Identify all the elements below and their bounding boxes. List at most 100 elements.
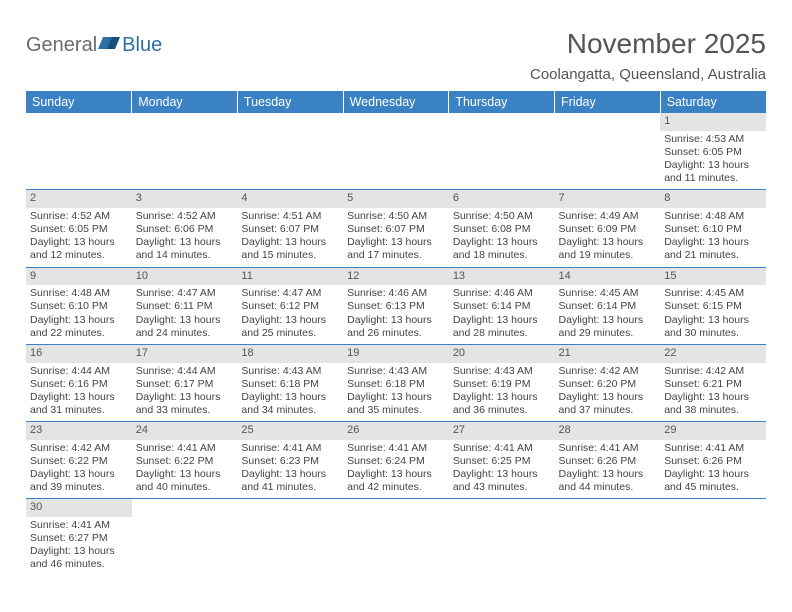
daylight-text-2: and 42 minutes.	[347, 481, 445, 494]
calendar-week: 2Sunrise: 4:52 AMSunset: 6:05 PMDaylight…	[26, 190, 766, 267]
sunset-text: Sunset: 6:14 PM	[559, 300, 657, 313]
calendar-day-cell: 2Sunrise: 4:52 AMSunset: 6:05 PMDaylight…	[26, 190, 132, 267]
calendar-day-cell: 7Sunrise: 4:49 AMSunset: 6:09 PMDaylight…	[555, 190, 661, 267]
daylight-text-2: and 28 minutes.	[453, 327, 551, 340]
day-number: 24	[132, 422, 238, 440]
sunset-text: Sunset: 6:18 PM	[241, 378, 339, 391]
sunset-text: Sunset: 6:12 PM	[241, 300, 339, 313]
daylight-text-2: and 35 minutes.	[347, 404, 445, 417]
daylight-text: Daylight: 13 hours	[453, 314, 551, 327]
daylight-text: Daylight: 13 hours	[559, 391, 657, 404]
sunset-text: Sunset: 6:10 PM	[30, 300, 128, 313]
day-content: Sunrise: 4:45 AMSunset: 6:14 PMDaylight:…	[555, 285, 661, 344]
day-content: Sunrise: 4:48 AMSunset: 6:10 PMDaylight:…	[660, 208, 766, 267]
day-content: Sunrise: 4:42 AMSunset: 6:21 PMDaylight:…	[660, 363, 766, 422]
daylight-text-2: and 19 minutes.	[559, 249, 657, 262]
day-content: Sunrise: 4:46 AMSunset: 6:14 PMDaylight:…	[449, 285, 555, 344]
sunset-text: Sunset: 6:08 PM	[453, 223, 551, 236]
daylight-text: Daylight: 13 hours	[664, 468, 762, 481]
daylight-text: Daylight: 13 hours	[559, 468, 657, 481]
daylight-text: Daylight: 13 hours	[241, 314, 339, 327]
day-number: 12	[343, 268, 449, 286]
daylight-text: Daylight: 13 hours	[241, 468, 339, 481]
logo-text-blue: Blue	[122, 34, 162, 57]
day-number: 6	[449, 190, 555, 208]
daylight-text-2: and 34 minutes.	[241, 404, 339, 417]
daylight-text: Daylight: 13 hours	[30, 236, 128, 249]
day-number: 7	[555, 190, 661, 208]
calendar-day-cell	[132, 113, 238, 190]
sunrise-text: Sunrise: 4:51 AM	[241, 210, 339, 223]
logo-text-general: General	[26, 34, 97, 57]
sunset-text: Sunset: 6:14 PM	[453, 300, 551, 313]
daylight-text: Daylight: 13 hours	[347, 314, 445, 327]
weekday-header: Monday	[132, 91, 238, 113]
calendar-day-cell: 9Sunrise: 4:48 AMSunset: 6:10 PMDaylight…	[26, 267, 132, 344]
day-content: Sunrise: 4:44 AMSunset: 6:16 PMDaylight:…	[26, 363, 132, 422]
daylight-text-2: and 17 minutes.	[347, 249, 445, 262]
sunrise-text: Sunrise: 4:50 AM	[453, 210, 551, 223]
calendar-day-cell: 20Sunrise: 4:43 AMSunset: 6:19 PMDayligh…	[449, 344, 555, 421]
sunset-text: Sunset: 6:20 PM	[559, 378, 657, 391]
calendar-day-cell: 13Sunrise: 4:46 AMSunset: 6:14 PMDayligh…	[449, 267, 555, 344]
sunrise-text: Sunrise: 4:43 AM	[347, 365, 445, 378]
daylight-text-2: and 21 minutes.	[664, 249, 762, 262]
sunrise-text: Sunrise: 4:46 AM	[453, 287, 551, 300]
day-number: 19	[343, 345, 449, 363]
daylight-text: Daylight: 13 hours	[136, 468, 234, 481]
calendar-day-cell: 3Sunrise: 4:52 AMSunset: 6:06 PMDaylight…	[132, 190, 238, 267]
daylight-text-2: and 43 minutes.	[453, 481, 551, 494]
sunset-text: Sunset: 6:10 PM	[664, 223, 762, 236]
sunrise-text: Sunrise: 4:49 AM	[559, 210, 657, 223]
daylight-text: Daylight: 13 hours	[664, 391, 762, 404]
calendar-day-cell	[555, 499, 661, 576]
sunset-text: Sunset: 6:23 PM	[241, 455, 339, 468]
logo: General Blue	[26, 34, 162, 57]
day-content: Sunrise: 4:43 AMSunset: 6:19 PMDaylight:…	[449, 363, 555, 422]
weekday-header: Wednesday	[343, 91, 449, 113]
calendar-day-cell: 4Sunrise: 4:51 AMSunset: 6:07 PMDaylight…	[237, 190, 343, 267]
daylight-text: Daylight: 13 hours	[136, 236, 234, 249]
sunrise-text: Sunrise: 4:47 AM	[136, 287, 234, 300]
sunset-text: Sunset: 6:09 PM	[559, 223, 657, 236]
sunrise-text: Sunrise: 4:41 AM	[453, 442, 551, 455]
daylight-text-2: and 14 minutes.	[136, 249, 234, 262]
calendar-day-cell: 5Sunrise: 4:50 AMSunset: 6:07 PMDaylight…	[343, 190, 449, 267]
calendar-week: 9Sunrise: 4:48 AMSunset: 6:10 PMDaylight…	[26, 267, 766, 344]
daylight-text-2: and 45 minutes.	[664, 481, 762, 494]
day-number: 28	[555, 422, 661, 440]
sunrise-text: Sunrise: 4:43 AM	[241, 365, 339, 378]
day-number: 26	[343, 422, 449, 440]
daylight-text: Daylight: 13 hours	[664, 236, 762, 249]
day-number: 18	[237, 345, 343, 363]
sunrise-text: Sunrise: 4:44 AM	[30, 365, 128, 378]
daylight-text: Daylight: 13 hours	[347, 468, 445, 481]
day-content: Sunrise: 4:41 AMSunset: 6:25 PMDaylight:…	[449, 440, 555, 499]
calendar-day-cell: 30Sunrise: 4:41 AMSunset: 6:27 PMDayligh…	[26, 499, 132, 576]
sunset-text: Sunset: 6:05 PM	[30, 223, 128, 236]
calendar-day-cell: 25Sunrise: 4:41 AMSunset: 6:23 PMDayligh…	[237, 422, 343, 499]
daylight-text: Daylight: 13 hours	[136, 314, 234, 327]
day-number: 23	[26, 422, 132, 440]
calendar-day-cell: 8Sunrise: 4:48 AMSunset: 6:10 PMDaylight…	[660, 190, 766, 267]
calendar-day-cell: 24Sunrise: 4:41 AMSunset: 6:22 PMDayligh…	[132, 422, 238, 499]
day-content: Sunrise: 4:41 AMSunset: 6:22 PMDaylight:…	[132, 440, 238, 499]
day-content: Sunrise: 4:41 AMSunset: 6:23 PMDaylight:…	[237, 440, 343, 499]
sunset-text: Sunset: 6:11 PM	[136, 300, 234, 313]
sunrise-text: Sunrise: 4:43 AM	[453, 365, 551, 378]
sunrise-text: Sunrise: 4:41 AM	[241, 442, 339, 455]
calendar-day-cell	[237, 499, 343, 576]
calendar-day-cell: 17Sunrise: 4:44 AMSunset: 6:17 PMDayligh…	[132, 344, 238, 421]
calendar-day-cell	[660, 499, 766, 576]
day-number: 17	[132, 345, 238, 363]
sunset-text: Sunset: 6:26 PM	[664, 455, 762, 468]
calendar-day-cell: 22Sunrise: 4:42 AMSunset: 6:21 PMDayligh…	[660, 344, 766, 421]
daylight-text-2: and 31 minutes.	[30, 404, 128, 417]
sunrise-text: Sunrise: 4:41 AM	[30, 519, 128, 532]
calendar-day-cell	[237, 113, 343, 190]
day-number: 1	[660, 113, 766, 131]
sunrise-text: Sunrise: 4:45 AM	[559, 287, 657, 300]
calendar-day-cell: 23Sunrise: 4:42 AMSunset: 6:22 PMDayligh…	[26, 422, 132, 499]
day-number: 27	[449, 422, 555, 440]
calendar-day-cell	[26, 113, 132, 190]
